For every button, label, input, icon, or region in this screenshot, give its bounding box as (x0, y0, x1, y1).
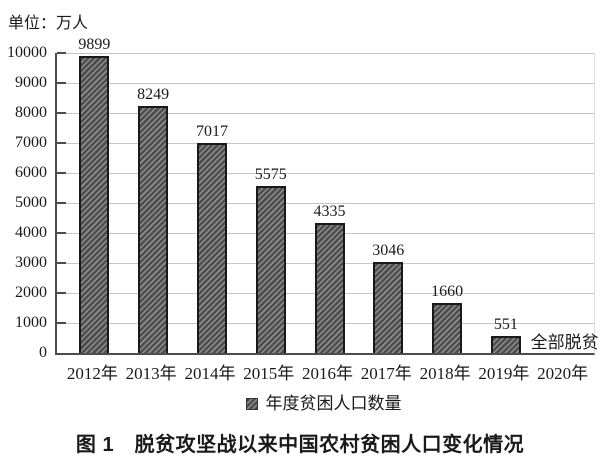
bar (255, 185, 286, 353)
gridline (57, 52, 594, 54)
bar (314, 222, 345, 353)
y-axis-labels: 0 1000 2000 3000 4000 5000 6000 7000 8000 9000 100… (0, 44, 47, 361)
bar-slot: 551 (476, 53, 535, 353)
y-axis-tick (57, 262, 66, 264)
bar-value-label: 5575 (254, 165, 287, 183)
y-tick-label: 10000 (7, 44, 47, 61)
x-axis-label: 2015年 (243, 364, 295, 383)
plot-area: 9899 8249 7017 5575 4335 3046 1660 551 全部脱贫 (55, 37, 599, 355)
bar-slot: 8249 (124, 53, 183, 353)
y-tick-label: 3000 (15, 254, 47, 271)
x-axis-label: 2019年 (478, 364, 530, 383)
bar-value-label: 551 (493, 316, 518, 334)
y-tick-label: 8000 (15, 104, 47, 121)
bar-slot: 7017 (183, 53, 242, 353)
gridline (57, 172, 594, 174)
y-tick-label: 7000 (15, 134, 47, 151)
y-axis-tick (57, 202, 66, 204)
bar-slot: 9899 (65, 37, 124, 353)
y-tick-label: 1000 (15, 314, 47, 331)
bar (432, 303, 463, 353)
x-axis-label: 2017年 (360, 364, 412, 383)
y-axis-tick (57, 172, 66, 174)
y-axis-tick (57, 112, 66, 114)
y-axis-tick (57, 292, 66, 294)
y-tick-label: 9000 (15, 74, 47, 91)
y-tick-label: 0 (39, 344, 47, 361)
bar (138, 105, 169, 353)
y-tick-label: 2000 (15, 284, 47, 301)
bar-slot: 3046 (359, 53, 418, 353)
gridline (57, 112, 594, 114)
legend-swatch-icon (245, 398, 258, 410)
bar (196, 142, 227, 353)
legend: 年度贫困人口数量 (55, 394, 592, 414)
bar-value-label: 9899 (78, 36, 111, 54)
bars-layer: 9899 8249 7017 5575 4335 3046 1660 551 全部脱贫 (65, 37, 599, 353)
bar-slot: 1660 (418, 53, 477, 353)
unit-label: 单位：万人 (8, 15, 89, 32)
x-axis-label: 2014年 (184, 364, 236, 383)
bar-annotation: 全部脱贫 (530, 333, 599, 352)
legend-label: 年度贫困人口数量 (265, 394, 402, 413)
bar (373, 261, 404, 353)
gridline (57, 142, 594, 144)
bar (490, 336, 521, 353)
x-axis-label: 2013年 (125, 364, 177, 383)
bar-slot: 5575 (241, 53, 300, 353)
y-axis-tick (57, 52, 66, 54)
gridline (57, 202, 594, 204)
bar-value-label: 7017 (195, 122, 228, 140)
y-axis-tick (57, 142, 66, 144)
bar-value-label: 1660 (431, 283, 464, 301)
x-axis-labels: 2012年 2013年 2014年 2015年 2016年 2017年 2018年 2019年… (63, 359, 592, 384)
x-axis-label: 2018年 (419, 364, 471, 383)
x-axis-label: 2012年 (66, 364, 118, 383)
bar-slot: 全部脱贫 (531, 53, 599, 353)
y-axis-tick (57, 82, 66, 84)
figure-caption: 图 1 脱贫攻坚战以来中国农村贫困人口变化情况 (75, 434, 525, 456)
y-tick-label: 6000 (15, 164, 47, 181)
bar-value-label: 3046 (372, 241, 405, 259)
x-axis-label: 2020年 (537, 364, 589, 383)
y-axis-tick (57, 232, 66, 234)
y-tick-label: 5000 (15, 194, 47, 211)
y-tick-label: 4000 (15, 224, 47, 241)
x-axis-label: 2016年 (302, 364, 354, 383)
bar (79, 56, 110, 353)
bar-slot: 4335 (300, 53, 359, 353)
gridline (57, 82, 594, 84)
bar-value-label: 4335 (313, 202, 346, 220)
bar-value-label: 8249 (137, 85, 170, 103)
y-axis-tick (57, 322, 66, 324)
